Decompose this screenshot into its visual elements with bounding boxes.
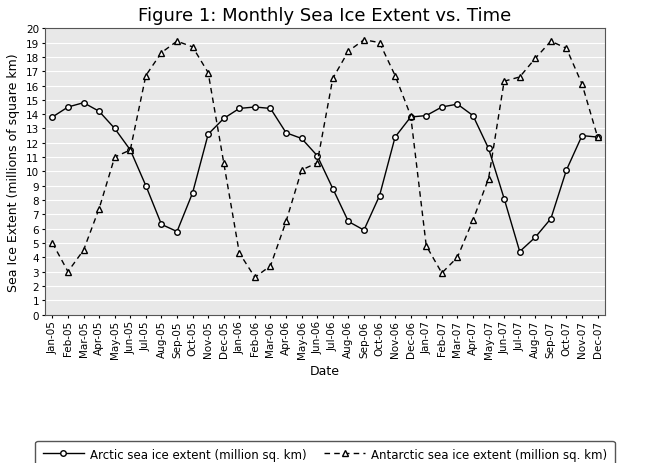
Antarctic sea ice extent (million sq. km) <box>485 176 493 182</box>
Antarctic sea ice extent (million sq. km) <box>407 113 415 119</box>
Antarctic sea ice extent (million sq. km) <box>111 155 118 161</box>
Antarctic sea ice extent (million sq. km) <box>251 275 259 281</box>
Antarctic sea ice extent (million sq. km) <box>516 75 524 81</box>
Y-axis label: Sea Ice Extent (millions of square km): Sea Ice Extent (millions of square km) <box>7 53 20 291</box>
Antarctic sea ice extent (million sq. km) <box>282 219 290 225</box>
Antarctic sea ice extent (million sq. km) <box>64 269 72 275</box>
Arctic sea ice extent (million sq. km) <box>126 148 134 153</box>
Arctic sea ice extent (million sq. km) <box>64 105 72 111</box>
Antarctic sea ice extent (million sq. km) <box>96 206 103 212</box>
Arctic sea ice extent (million sq. km) <box>407 115 415 120</box>
Antarctic sea ice extent (million sq. km) <box>500 79 508 85</box>
Antarctic sea ice extent (million sq. km) <box>593 135 601 141</box>
Title: Figure 1: Monthly Sea Ice Extent vs. Time: Figure 1: Monthly Sea Ice Extent vs. Tim… <box>138 7 512 25</box>
Antarctic sea ice extent (million sq. km) <box>469 218 477 223</box>
Arctic sea ice extent (million sq. km) <box>485 146 493 152</box>
Antarctic sea ice extent (million sq. km) <box>532 56 539 62</box>
Antarctic sea ice extent (million sq. km) <box>298 168 305 173</box>
Arctic sea ice extent (million sq. km) <box>344 219 352 225</box>
Antarctic sea ice extent (million sq. km) <box>422 244 430 249</box>
Arctic sea ice extent (million sq. km) <box>547 216 554 222</box>
Antarctic sea ice extent (million sq. km) <box>235 250 243 256</box>
Antarctic sea ice extent (million sq. km) <box>80 248 88 253</box>
Arctic sea ice extent (million sq. km) <box>516 249 524 255</box>
Line: Antarctic sea ice extent (million sq. km): Antarctic sea ice extent (million sq. km… <box>49 37 601 281</box>
Arctic sea ice extent (million sq. km) <box>142 183 150 189</box>
Arctic sea ice extent (million sq. km) <box>220 116 228 122</box>
Arctic sea ice extent (million sq. km) <box>111 126 118 132</box>
Arctic sea ice extent (million sq. km) <box>532 235 539 240</box>
Antarctic sea ice extent (million sq. km) <box>49 241 57 246</box>
Antarctic sea ice extent (million sq. km) <box>578 82 586 88</box>
Antarctic sea ice extent (million sq. km) <box>391 74 399 79</box>
Antarctic sea ice extent (million sq. km) <box>562 46 570 52</box>
Arctic sea ice extent (million sq. km) <box>593 135 601 141</box>
Antarctic sea ice extent (million sq. km) <box>266 263 274 269</box>
Arctic sea ice extent (million sq. km) <box>422 113 430 119</box>
Arctic sea ice extent (million sq. km) <box>157 222 165 228</box>
Arctic sea ice extent (million sq. km) <box>376 194 384 199</box>
Arctic sea ice extent (million sq. km) <box>500 196 508 202</box>
Arctic sea ice extent (million sq. km) <box>282 131 290 136</box>
Arctic sea ice extent (million sq. km) <box>298 137 305 142</box>
Arctic sea ice extent (million sq. km) <box>469 113 477 119</box>
Antarctic sea ice extent (million sq. km) <box>344 49 352 55</box>
Antarctic sea ice extent (million sq. km) <box>142 74 150 79</box>
Arctic sea ice extent (million sq. km) <box>360 228 368 233</box>
Arctic sea ice extent (million sq. km) <box>313 154 321 159</box>
Arctic sea ice extent (million sq. km) <box>49 115 57 120</box>
Arctic sea ice extent (million sq. km) <box>578 133 586 139</box>
X-axis label: Date: Date <box>310 364 340 377</box>
Antarctic sea ice extent (million sq. km) <box>204 71 212 76</box>
Arctic sea ice extent (million sq. km) <box>80 100 88 106</box>
Antarctic sea ice extent (million sq. km) <box>126 148 134 153</box>
Arctic sea ice extent (million sq. km) <box>438 105 446 111</box>
Antarctic sea ice extent (million sq. km) <box>173 39 181 45</box>
Arctic sea ice extent (million sq. km) <box>173 229 181 235</box>
Arctic sea ice extent (million sq. km) <box>96 109 103 115</box>
Antarctic sea ice extent (million sq. km) <box>313 161 321 166</box>
Arctic sea ice extent (million sq. km) <box>235 106 243 112</box>
Antarctic sea ice extent (million sq. km) <box>376 41 384 46</box>
Arctic sea ice extent (million sq. km) <box>251 105 259 111</box>
Antarctic sea ice extent (million sq. km) <box>438 271 446 276</box>
Antarctic sea ice extent (million sq. km) <box>220 161 228 166</box>
Antarctic sea ice extent (million sq. km) <box>329 76 337 82</box>
Arctic sea ice extent (million sq. km) <box>188 191 196 196</box>
Arctic sea ice extent (million sq. km) <box>329 187 337 192</box>
Line: Arctic sea ice extent (million sq. km): Arctic sea ice extent (million sq. km) <box>49 101 601 255</box>
Antarctic sea ice extent (million sq. km) <box>157 51 165 56</box>
Antarctic sea ice extent (million sq. km) <box>188 45 196 50</box>
Legend: Arctic sea ice extent (million sq. km), Antarctic sea ice extent (million sq. km: Arctic sea ice extent (million sq. km), … <box>36 441 614 463</box>
Antarctic sea ice extent (million sq. km) <box>547 39 554 45</box>
Arctic sea ice extent (million sq. km) <box>454 102 462 108</box>
Arctic sea ice extent (million sq. km) <box>266 106 274 112</box>
Arctic sea ice extent (million sq. km) <box>204 132 212 138</box>
Arctic sea ice extent (million sq. km) <box>391 135 399 141</box>
Antarctic sea ice extent (million sq. km) <box>360 38 368 44</box>
Antarctic sea ice extent (million sq. km) <box>454 255 462 261</box>
Arctic sea ice extent (million sq. km) <box>562 168 570 173</box>
